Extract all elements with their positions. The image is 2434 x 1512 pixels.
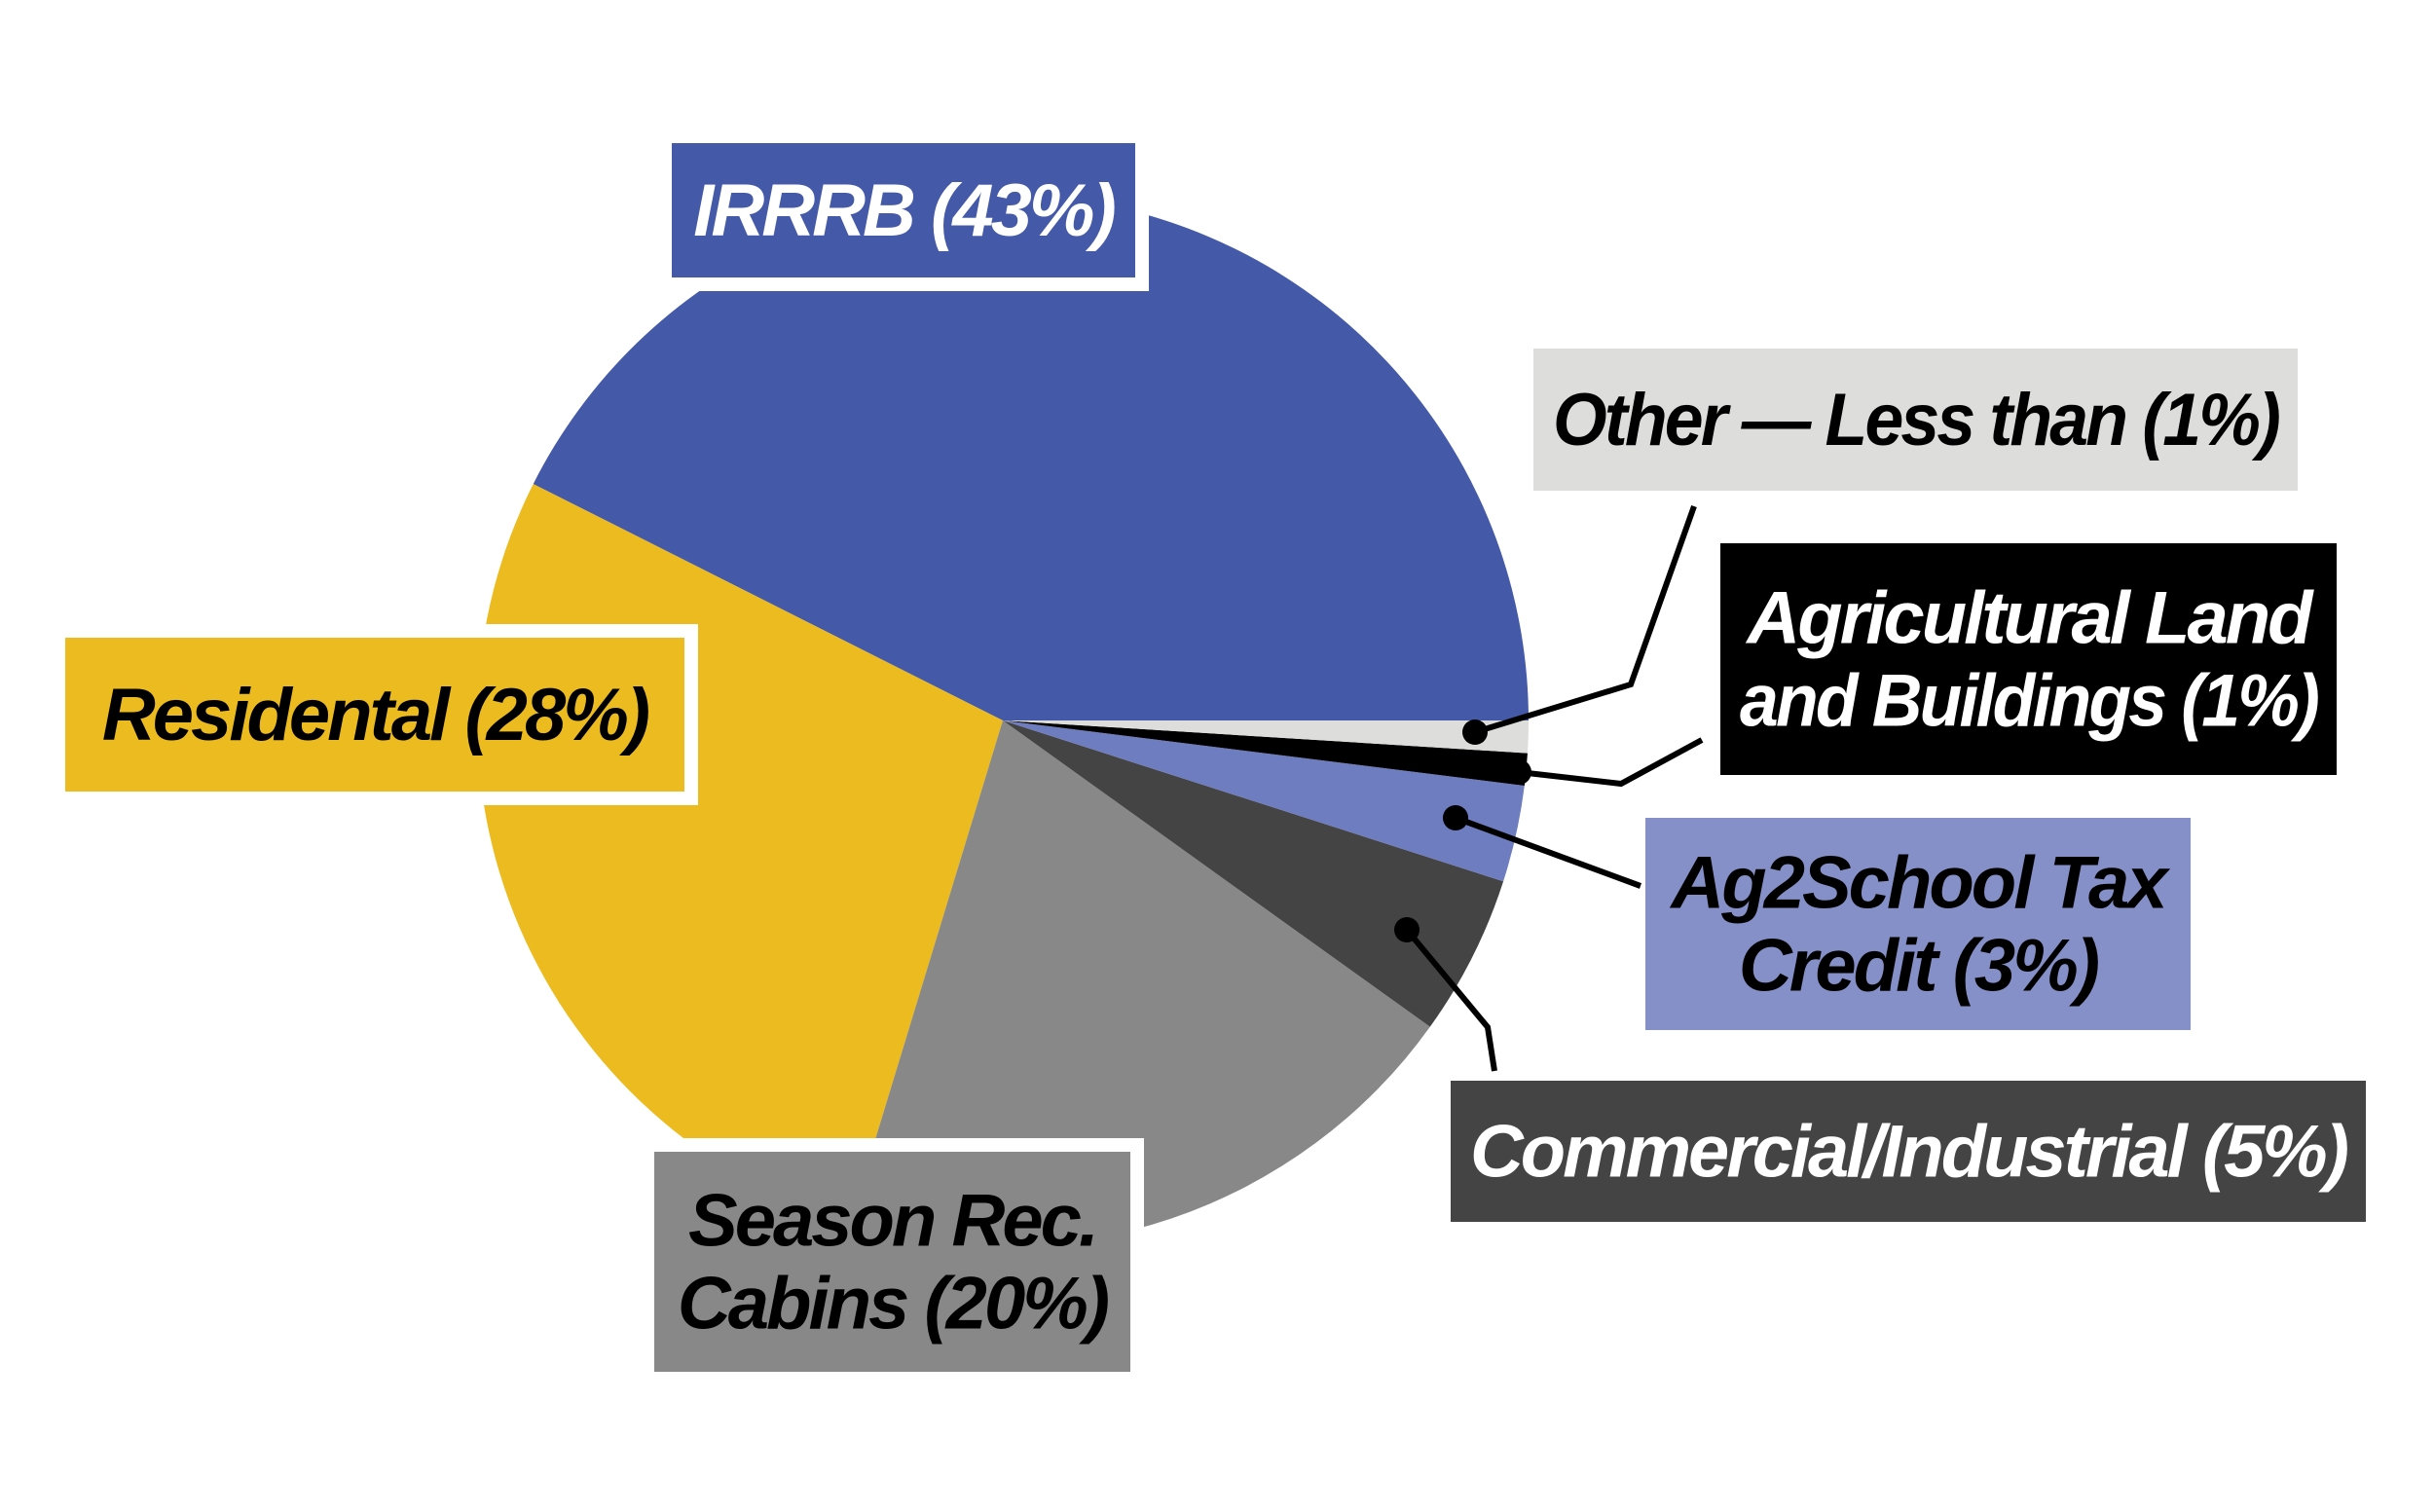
slice-label-season-rec-cabins: Season Rec.Cabins (20%) (641, 1138, 1144, 1385)
leader-dot-agricultural-land-and-buildings (1506, 759, 1531, 785)
label-box-other (1533, 349, 2298, 491)
leader-line-ag2school-tax-credit (1454, 815, 1642, 889)
pie-slice-agricultural-land-and-buildings (1003, 720, 1528, 787)
label-box-residental (52, 624, 698, 805)
label-box-agricultural-land-and-buildings (1720, 543, 2337, 775)
label-box-commercial-industrial (1451, 1081, 2366, 1222)
leader-line-commercial-industrial (1404, 928, 1497, 1072)
slice-label-residental: Residental (28%) (52, 624, 698, 805)
slice-labels: IRRRB (43%) Residental (28%) Season Rec.Ca… (52, 129, 2366, 1385)
label-text-irrrb-1: IRRRB (43%) (693, 169, 1115, 252)
label-box-season-rec-cabins (641, 1138, 1144, 1385)
pie-slice-commercial-industrial (1003, 720, 1504, 1027)
leader-line-agricultural-land-and-buildings (1518, 737, 1704, 788)
label-text-ag2school-tax-credit-1: Ag2School Tax (1669, 841, 2170, 924)
label-text-commercial-industrial-1: Commercial/Industrial (5%) (1470, 1110, 2348, 1193)
leader-lines (1394, 504, 1704, 1072)
label-text-residental-1: Residental (28%) (102, 674, 649, 756)
leader-line-other (1474, 504, 1697, 735)
label-text-season-rec-cabins-1: Season Rec. (688, 1179, 1096, 1262)
leader-dot-commercial-industrial (1394, 917, 1420, 942)
pie-slice-ag2school-tax-credit (1003, 720, 1525, 882)
slice-label-irrrb: IRRRB (43%) (658, 129, 1149, 291)
label-text-agricultural-land-and-buildings-2: and Buildings (1%) (1740, 659, 2319, 742)
leader-dot-ag2school-tax-credit (1443, 805, 1468, 830)
label-text-other-1: Other — Less than (1%) (1553, 379, 2280, 461)
label-text-season-rec-cabins-2: Cabins (20%) (678, 1262, 1109, 1345)
label-text-ag2school-tax-credit-2: Credit (3%) (1739, 924, 2099, 1007)
slice-label-other: Other — Less than (1%) (1533, 349, 2298, 491)
pie-slice-irrrb (533, 195, 1529, 721)
leader-dot-other (1462, 719, 1488, 745)
label-text-agricultural-land-and-buildings-1: Agricultural Land (1745, 576, 2314, 659)
pie-slice-other (1003, 720, 1530, 754)
slice-label-commercial-industrial: Commercial/Industrial (5%) (1451, 1081, 2366, 1222)
label-box-ag2school-tax-credit (1645, 818, 2191, 1030)
label-box-irrrb (658, 129, 1149, 291)
pie-slice-season-rec-cabins (849, 720, 1430, 1247)
